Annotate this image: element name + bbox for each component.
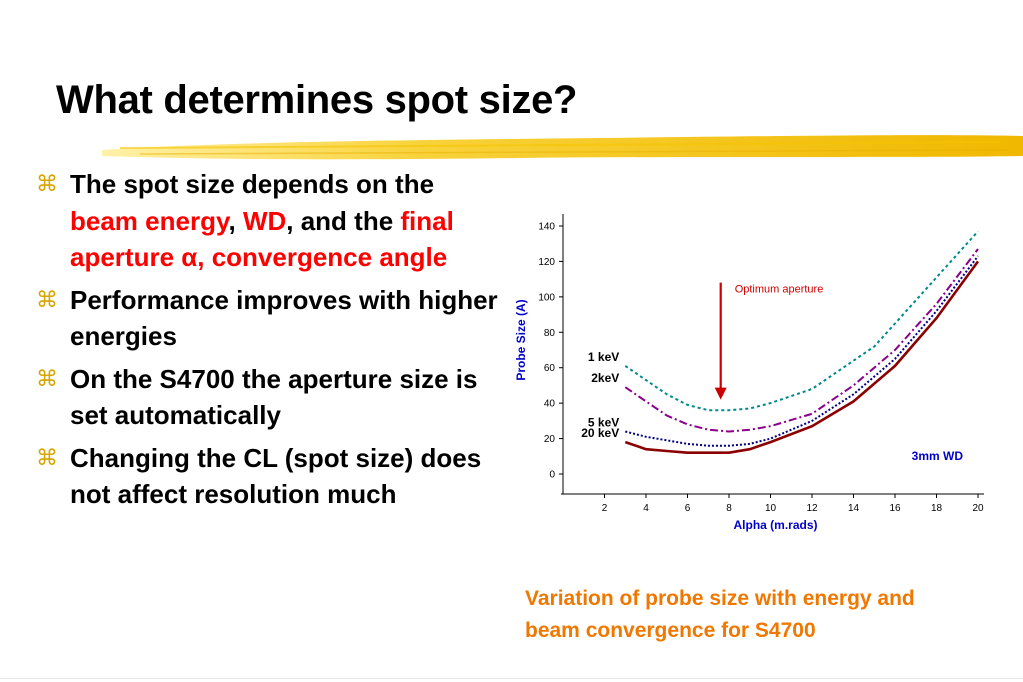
bullet-text: On the S4700 the aperture size is set au… <box>70 363 478 431</box>
y-tick-label: 140 <box>538 222 555 233</box>
highlighted-term: WD <box>242 205 287 236</box>
x-axis-label: Alpha (m.rads) <box>733 518 817 532</box>
y-tick-label: 120 <box>538 257 555 268</box>
x-tick-label: 12 <box>806 503 818 514</box>
y-tick-label: 80 <box>544 328 556 339</box>
slide-title: What determines spot size? <box>56 78 578 122</box>
probe-size-chart: 0 20 40 60 80 100 120 140 2 4 6 8 10 12 14 16 18 20 Alpha … <box>514 214 984 532</box>
x-tick-label: 6 <box>685 503 691 514</box>
series-line-2kev <box>624 248 979 433</box>
bullet-list: ⌘ The spot size depends on the beam energ… <box>36 166 506 519</box>
highlighted-term: beam energy <box>70 205 229 236</box>
y-tick-label: 60 <box>544 363 556 374</box>
y-tick-label: 40 <box>544 399 556 410</box>
footer-divider <box>0 678 1023 679</box>
series-line-5-kev <box>625 255 979 447</box>
x-tick-label: 2 <box>602 503 608 514</box>
bullet-item: ⌘ Performance improves with higher energi… <box>36 282 506 355</box>
series-label: 5 keV <box>588 415 619 429</box>
title-highlighter-stroke <box>102 135 1023 160</box>
command-symbol-bullet-icon: ⌘ <box>36 365 58 391</box>
x-tick-label: 18 <box>931 503 943 514</box>
bullet-item: ⌘ The spot size depends on the beam energ… <box>36 166 506 276</box>
command-symbol-bullet-icon: ⌘ <box>36 171 58 196</box>
x-tick-label: 4 <box>643 503 649 514</box>
bullet-item: ⌘ Changing the CL (spot size) does not af… <box>36 440 506 513</box>
bullet-text: , <box>228 205 243 236</box>
y-tick-label: 0 <box>549 470 555 481</box>
highlighted-term: final aperture α, convergence angle <box>70 205 454 273</box>
y-axis-label: Probe Size (A) <box>514 299 528 380</box>
x-tick-label: 8 <box>726 503 732 514</box>
x-tick-label: 14 <box>848 503 860 514</box>
series-label: 1 keV <box>588 350 619 364</box>
bullet-item: ⌘ On the S4700 the aperture size is set a… <box>36 361 506 434</box>
arrow-head-icon <box>714 387 727 400</box>
working-distance-label: 3mm WD <box>912 449 964 463</box>
y-tick-label: 100 <box>538 292 555 303</box>
x-tick-label: 20 <box>972 503 984 514</box>
y-tick-label: 20 <box>544 434 556 445</box>
series-label: 2keV <box>591 371 619 385</box>
bullet-text: Changing the CL (spot size) does not aff… <box>70 442 482 510</box>
command-symbol-bullet-icon: ⌘ <box>36 444 58 470</box>
x-tick-label: 16 <box>889 503 901 514</box>
series-label: 20 keV <box>581 426 619 440</box>
series-line-20-kev <box>624 260 980 454</box>
command-symbol-bullet-icon: ⌘ <box>36 286 58 312</box>
x-tick-label: 10 <box>765 503 777 514</box>
optimum-aperture-label: Optimum aperture <box>735 284 824 296</box>
bullet-text: The spot size depends on the <box>70 169 435 199</box>
figure-caption: Variation of probe size with energy and … <box>525 587 915 642</box>
series-line-1-kev <box>624 230 979 412</box>
bullet-text: , and the <box>286 205 401 236</box>
bullet-text: Performance improves with higher energie… <box>70 284 498 352</box>
